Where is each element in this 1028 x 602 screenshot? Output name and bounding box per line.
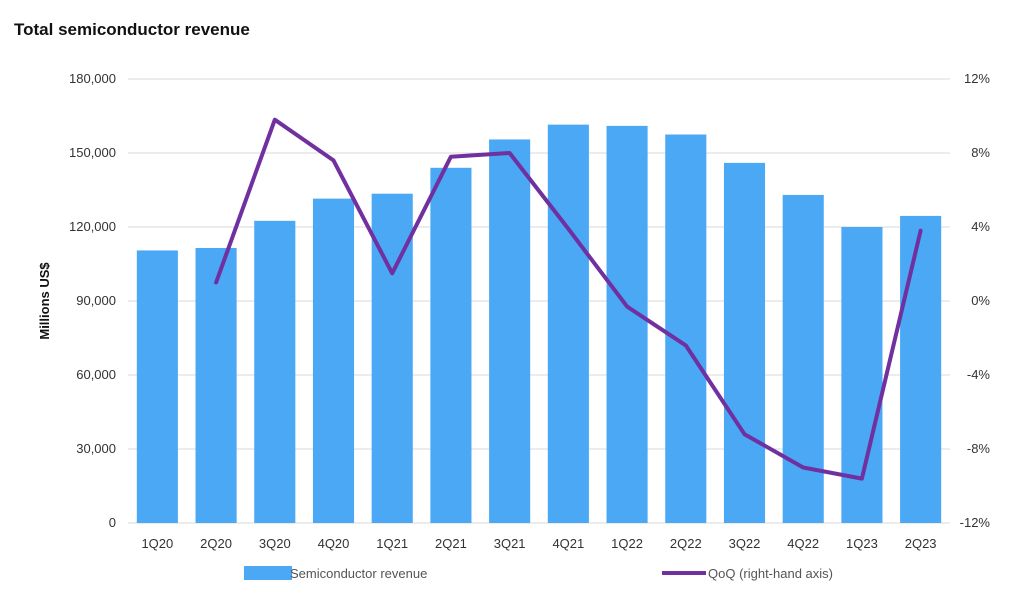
y2-tick-label: -8% bbox=[967, 441, 991, 456]
x-tick-label: 3Q20 bbox=[259, 536, 291, 551]
legend-label-revenue: Semiconductor revenue bbox=[290, 566, 427, 581]
y2-tick-label: -4% bbox=[967, 367, 991, 382]
x-tick-label: 3Q21 bbox=[494, 536, 526, 551]
y2-tick-label: -12% bbox=[960, 515, 991, 530]
y2-tick-label: 12% bbox=[964, 71, 990, 86]
y-tick-label: 180,000 bbox=[69, 71, 116, 86]
bar bbox=[606, 125, 648, 523]
x-tick-label: 4Q20 bbox=[318, 536, 350, 551]
y-tick-label: 30,000 bbox=[76, 441, 116, 456]
x-tick-label: 4Q21 bbox=[552, 536, 584, 551]
y-tick-label: 0 bbox=[109, 515, 116, 530]
y2-tick-label: 4% bbox=[971, 219, 990, 234]
x-tick-label: 4Q22 bbox=[787, 536, 819, 551]
y-axis-title: Millions US$ bbox=[37, 262, 52, 340]
chart-title: Total semiconductor revenue bbox=[14, 20, 250, 39]
bar bbox=[254, 220, 296, 524]
bar bbox=[900, 215, 942, 523]
y-tick-label: 90,000 bbox=[76, 293, 116, 308]
bar bbox=[782, 194, 824, 523]
x-tick-label: 1Q22 bbox=[611, 536, 643, 551]
x-tick-label: 2Q20 bbox=[200, 536, 232, 551]
bar bbox=[430, 167, 472, 524]
x-tick-label: 1Q20 bbox=[141, 536, 173, 551]
y-tick-label: 60,000 bbox=[76, 367, 116, 382]
legend-swatch-revenue bbox=[244, 566, 292, 580]
y-tick-label: 120,000 bbox=[69, 219, 116, 234]
bar bbox=[489, 139, 531, 523]
y2-tick-label: 8% bbox=[971, 145, 990, 160]
y2-tick-label: 0% bbox=[971, 293, 990, 308]
x-tick-label: 1Q21 bbox=[376, 536, 408, 551]
legend-label-qoq: QoQ (right-hand axis) bbox=[708, 566, 833, 581]
bar bbox=[136, 250, 178, 523]
x-tick-label: 2Q23 bbox=[905, 536, 937, 551]
x-tick-label: 3Q22 bbox=[729, 536, 761, 551]
y-tick-label: 150,000 bbox=[69, 145, 116, 160]
x-tick-label: 2Q22 bbox=[670, 536, 702, 551]
x-tick-label: 2Q21 bbox=[435, 536, 467, 551]
bar bbox=[723, 162, 766, 523]
bar bbox=[547, 124, 589, 523]
bar bbox=[665, 134, 707, 523]
x-tick-label: 1Q23 bbox=[846, 536, 878, 551]
bar bbox=[195, 247, 237, 523]
bar bbox=[312, 198, 355, 523]
